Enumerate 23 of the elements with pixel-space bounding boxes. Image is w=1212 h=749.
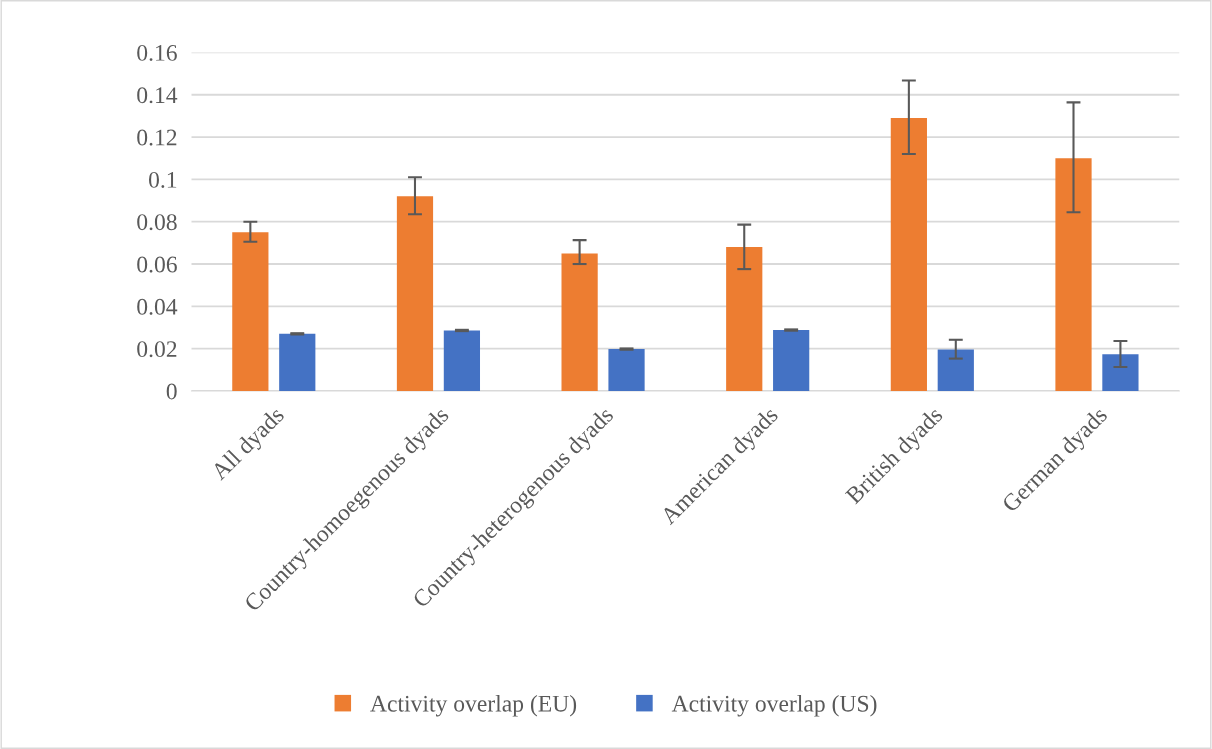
bar — [561, 253, 598, 391]
y-tick-label: 0.06 — [137, 256, 177, 273]
legend-label: Activity overlap (US) — [671, 695, 877, 717]
y-tick-label: 0 — [166, 383, 177, 400]
bar — [608, 349, 645, 391]
bar — [279, 333, 316, 391]
bar — [726, 247, 763, 391]
bar — [890, 118, 927, 391]
y-tick-label: 0.16 — [137, 44, 177, 61]
legend-label: Activity overlap (EU) — [370, 695, 577, 717]
bar — [396, 196, 434, 391]
bar — [1102, 354, 1139, 391]
bar — [773, 330, 810, 391]
y-tick-label: 0.04 — [137, 298, 178, 315]
y-tick-label: 0.14 — [137, 87, 178, 104]
bar — [443, 330, 481, 391]
y-tick-label: 0.02 — [137, 341, 177, 358]
y-tick-label: 0.12 — [137, 129, 177, 146]
y-tick-label: 0.1 — [148, 171, 177, 188]
bar — [232, 232, 269, 391]
bar — [937, 349, 974, 391]
y-tick-label: 0.08 — [137, 214, 177, 231]
bar — [1055, 158, 1092, 391]
